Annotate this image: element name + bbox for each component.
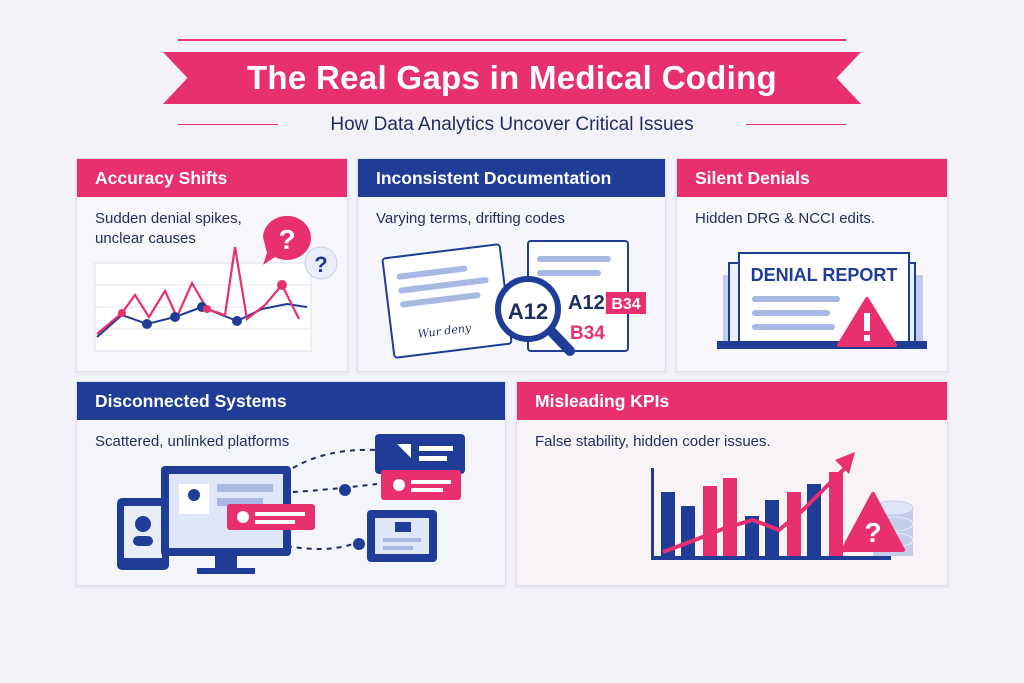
card-disconnected-systems: Disconnected Systems Scattered, unlinked… xyxy=(76,381,506,586)
warning-icon: ? xyxy=(841,492,905,552)
question-bubble-icon: ? ? xyxy=(263,215,338,280)
card-inconsistent-documentation: Wur deny A12 A12 B34 B34 Inconsistent Do… xyxy=(357,158,666,372)
message-card-icon xyxy=(227,504,315,530)
code-label: A12 xyxy=(508,299,548,324)
clipboard-icon xyxy=(367,510,437,562)
page-subtitle: How Data Analytics Uncover Critical Issu… xyxy=(330,114,694,135)
card-misleading-kpis: ? Misleading KPIs False stability, hidde… xyxy=(516,381,948,586)
title-top-line xyxy=(178,39,846,41)
magnifier-icon xyxy=(495,276,575,356)
message-card-icon xyxy=(375,434,465,474)
svg-text:?: ? xyxy=(278,224,295,255)
tablet-icon xyxy=(117,498,169,570)
card-title: Accuracy Shifts xyxy=(77,159,347,197)
line-chart-icon: ? ? xyxy=(94,215,338,352)
svg-text:?: ? xyxy=(314,252,327,277)
card-description: Hidden DRG & NCCI edits. xyxy=(695,210,876,227)
svg-text:?: ? xyxy=(864,517,881,548)
page-title: The Real Gaps in Medical Coding xyxy=(246,59,778,96)
code-label: B34 xyxy=(570,323,605,344)
warning-icon xyxy=(837,297,897,347)
report-label: DENIAL REPORT xyxy=(751,265,898,285)
trend-arrow-icon xyxy=(662,452,855,554)
card-title: Inconsistent Documentation xyxy=(358,159,665,197)
code-label: B34 xyxy=(611,296,640,313)
card-accuracy-shifts: ? ? Accuracy Shifts Sudden denial spikes… xyxy=(76,158,348,372)
subtitle-line-left xyxy=(178,124,278,125)
code-label: A12 xyxy=(568,292,605,314)
title-ribbon xyxy=(163,52,861,104)
message-card-icon xyxy=(381,470,461,500)
card-silent-denials: DENIAL REPORT Silent Denials Hidden DRG … xyxy=(676,158,948,372)
card-description: Sudden denial spikes, unclear causes xyxy=(95,210,242,247)
document-icon: Wur deny xyxy=(381,240,629,359)
card-title: Disconnected Systems xyxy=(77,382,505,420)
card-description: False stability, hidden coder issues. xyxy=(535,433,771,450)
subtitle-line-right xyxy=(746,124,846,125)
card-title: Silent Denials xyxy=(677,159,947,197)
card-description: Scattered, unlinked platforms xyxy=(95,433,290,450)
card-title: Misleading KPIs xyxy=(517,382,947,420)
subtitle-row: How Data Analytics Uncover Critical Issu… xyxy=(178,112,846,138)
card-description: Varying terms, drifting codes xyxy=(376,210,565,227)
